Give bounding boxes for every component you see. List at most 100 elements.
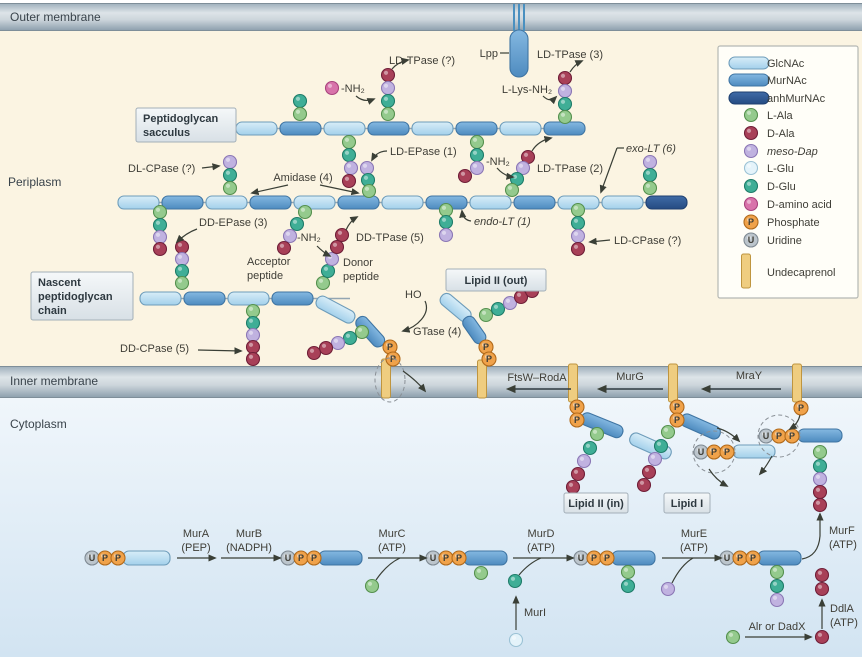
bead-highlight (560, 73, 566, 78)
meso-dap-bead (469, 160, 485, 176)
murnac-cylinder (161, 195, 204, 210)
bead-highlight (746, 199, 752, 204)
d-glu-bead (557, 96, 573, 112)
bead-highlight (300, 207, 306, 212)
l-ala-bead (469, 134, 485, 150)
uridine-bead-letter: U (698, 447, 705, 457)
acceptor-peptide-label-line1: Acceptor (247, 256, 291, 268)
bead-highlight (746, 235, 752, 240)
donor-peptide-label-line2: peptide (343, 271, 379, 283)
nascent-label-line3: chain (38, 305, 67, 317)
undecaprenol-stick (741, 253, 751, 289)
bead-highlight (787, 431, 793, 436)
undecaprenol-stick (668, 363, 678, 403)
legend-l-ala: L-Ala (767, 110, 794, 122)
bead-highlight (672, 415, 678, 420)
undecaprenol-stick (568, 363, 578, 403)
anhmurnac-cylinder (728, 91, 770, 105)
bead-highlight (817, 570, 823, 575)
bead-highlight (177, 254, 183, 259)
endo-lt-arrow (459, 209, 472, 222)
murd-substrate-curve (518, 557, 542, 576)
lipid2-out-label: Lipid II (out) (465, 275, 528, 287)
murnac-cylinder (183, 291, 226, 306)
d-glu-bead (743, 178, 759, 194)
bead-highlight (505, 298, 511, 303)
bead-highlight (560, 112, 566, 117)
bead-highlight (568, 482, 574, 487)
bead-highlight (113, 553, 119, 558)
bead-highlight (337, 230, 343, 235)
bead-highlight (573, 218, 579, 223)
bead-highlight (385, 342, 391, 347)
murnac-cylinder (271, 291, 314, 306)
bead-highlight (441, 217, 447, 222)
phosphate-bead-letter: P (387, 342, 393, 352)
phosphate-bead-letter: P (789, 431, 795, 441)
bead-highlight (484, 354, 490, 359)
bead-highlight (383, 109, 389, 114)
bead-highlight (572, 402, 578, 407)
bead-highlight (225, 157, 231, 162)
d-ala-bead (570, 241, 586, 257)
lipid1-box: Lipid I (663, 492, 711, 514)
l-ala-bead (361, 183, 377, 199)
murd-cofactor: (ATP) (527, 542, 555, 554)
d-ala-bead (743, 125, 759, 141)
bead-highlight (248, 354, 254, 359)
d-ala-bead (457, 168, 473, 184)
muri-label: MurI (524, 607, 546, 619)
l-ala-bead (473, 565, 489, 581)
bead-highlight (295, 109, 301, 114)
mura-label: MurA (183, 528, 210, 540)
bead-highlight (87, 553, 93, 558)
d-ala-bead (306, 345, 322, 361)
murb-label: MurB (236, 528, 262, 540)
peptidoglycan-sacculus-box: Peptidoglycan sacculus (135, 107, 237, 143)
l-ala-bead (504, 182, 520, 198)
meso-dap-bead (515, 160, 531, 176)
lipid1-label: Lipid I (671, 498, 703, 510)
bead-highlight (472, 137, 478, 142)
phosphate-bead-letter: P (574, 415, 580, 425)
bead-highlight (772, 581, 778, 586)
bead-highlight (817, 632, 823, 637)
meso-dap-bead (502, 295, 518, 311)
bead-highlight (645, 157, 651, 162)
bead-highlight (248, 330, 254, 335)
phosphate-bead-letter: P (298, 553, 304, 563)
amidase-arrow-right (319, 184, 360, 196)
bead-highlight (815, 500, 821, 505)
phosphate-bead-letter: P (750, 553, 756, 563)
nh2-label: -NH₂ (341, 83, 365, 95)
inner-membrane-band (0, 366, 862, 398)
bead-highlight (722, 447, 728, 452)
d-glu-bead (438, 214, 454, 230)
sacculus-label-line2: sacculus (143, 127, 190, 139)
d-ala-bead (570, 466, 586, 482)
bead-highlight (248, 318, 254, 323)
bead-highlight (761, 431, 767, 436)
legend-meso-dap: meso-Dap (767, 146, 818, 158)
l-lys-nh2-label: L-Lys-NH₂ (502, 84, 552, 96)
d-glu-bead (152, 217, 168, 233)
bead-highlight (772, 595, 778, 600)
bead-highlight (746, 163, 752, 168)
meso-dap-bead (359, 160, 375, 176)
d-ala-bead (174, 239, 190, 255)
uridine-bead-letter: U (578, 553, 585, 563)
legend: GlcNAc MurNAc anhMurNAc L-Ala D-Ala meso… (767, 58, 836, 279)
bead-highlight (722, 553, 728, 558)
bead-highlight (623, 581, 629, 586)
meso-dap-bead (245, 327, 261, 343)
lpp-label: Lpp (480, 48, 498, 60)
mure-substrate-curve (671, 557, 694, 584)
amidase-arrow-left (250, 184, 289, 196)
bead-highlight (573, 205, 579, 210)
bead-highlight (650, 454, 656, 459)
d-amino-acid-bead (324, 80, 340, 96)
bead-highlight (507, 185, 513, 190)
l-ala-bead (364, 578, 380, 594)
meso-dap-bead (743, 143, 759, 159)
murnac-cylinder (318, 550, 363, 566)
